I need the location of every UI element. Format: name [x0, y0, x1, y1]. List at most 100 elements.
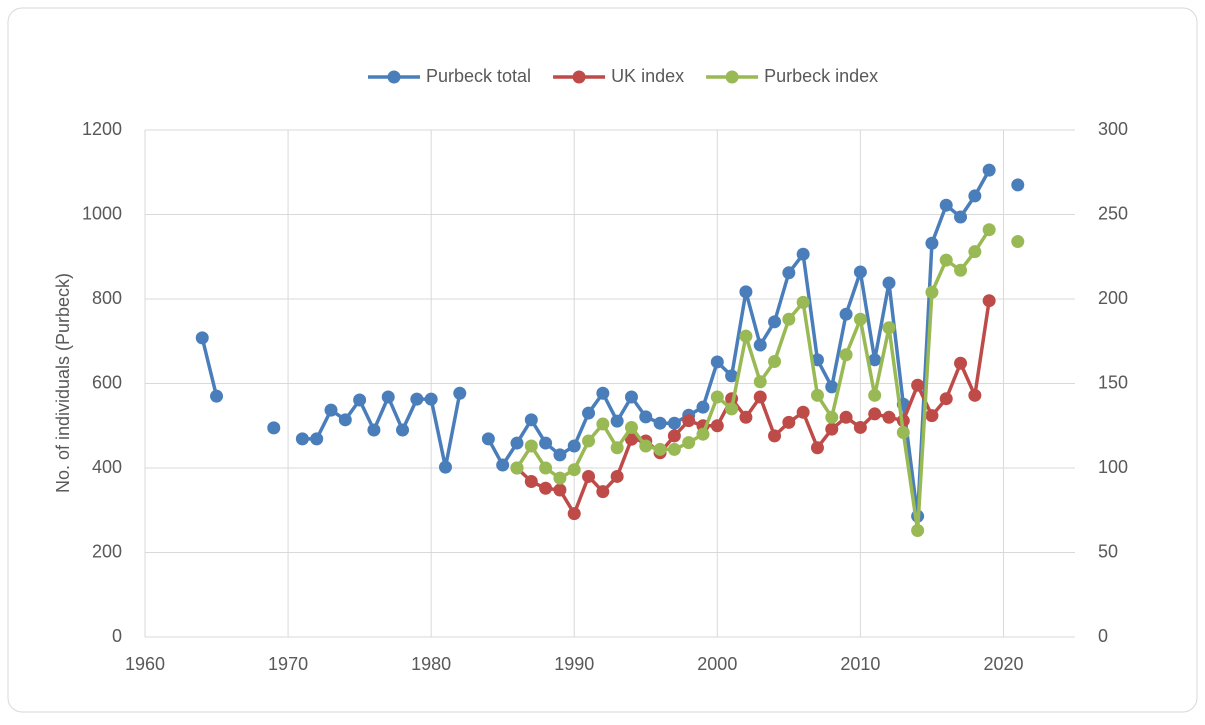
data-point [853, 265, 867, 279]
data-point [968, 245, 982, 259]
data-point [624, 390, 638, 404]
y2-tick-label: 250 [1098, 203, 1128, 223]
data-point [424, 392, 438, 406]
y-tick-label: 600 [92, 372, 122, 392]
data-point [882, 276, 896, 290]
data-point [396, 423, 410, 437]
data-point [553, 448, 567, 462]
x-tick-label: 1990 [554, 654, 594, 674]
data-point [1011, 235, 1025, 249]
y2-tick-label: 100 [1098, 457, 1128, 477]
data-point [753, 375, 767, 389]
data-point [868, 353, 882, 367]
data-point [524, 413, 538, 427]
data-point [582, 406, 596, 420]
x-tick-label: 2020 [983, 654, 1023, 674]
data-point [295, 432, 309, 446]
data-point [796, 405, 810, 419]
data-point [653, 416, 667, 430]
x-tick-label: 2000 [697, 654, 737, 674]
data-point [567, 439, 581, 453]
data-point [739, 285, 753, 299]
y-tick-label: 0 [112, 626, 122, 646]
data-point [868, 407, 882, 421]
data-point [954, 263, 968, 277]
data-point [982, 223, 996, 237]
data-point [796, 295, 810, 309]
y-tick-label: 400 [92, 457, 122, 477]
data-point [596, 417, 610, 431]
data-point [739, 329, 753, 343]
data-point [882, 410, 896, 424]
data-point [453, 386, 467, 400]
y-tick-label: 1000 [82, 203, 122, 223]
legend-label: UK index [611, 66, 684, 86]
y-tick-label: 200 [92, 541, 122, 561]
y2-tick-label: 50 [1098, 541, 1118, 561]
data-point [710, 419, 724, 433]
series-line [515, 228, 991, 533]
data-point [925, 409, 939, 423]
data-point [954, 210, 968, 224]
data-point [582, 434, 596, 448]
data-point [682, 436, 696, 450]
data-point [553, 483, 567, 497]
data-point [768, 355, 782, 369]
data-point [868, 388, 882, 402]
data-point [524, 439, 538, 453]
series-line [515, 300, 991, 516]
data-point [968, 388, 982, 402]
data-point [710, 390, 724, 404]
data-point [195, 331, 209, 345]
y-axis-label: No. of individuals (Purbeck) [53, 273, 73, 493]
data-point [510, 461, 524, 475]
data-point [911, 378, 925, 392]
data-point [782, 312, 796, 326]
data-point [768, 429, 782, 443]
x-tick-label: 1960 [125, 654, 165, 674]
data-point [753, 390, 767, 404]
series-line [200, 337, 219, 397]
data-point [353, 393, 367, 407]
data-point [725, 369, 739, 383]
data-point [825, 422, 839, 436]
data-point [567, 507, 581, 521]
data-point [939, 253, 953, 267]
y2-tick-label: 300 [1098, 119, 1128, 139]
data-point [624, 420, 638, 434]
data-point [968, 189, 982, 203]
data-point [667, 442, 681, 456]
data-point [539, 481, 553, 495]
data-point [338, 413, 352, 427]
x-tick-label: 1970 [268, 654, 308, 674]
data-point [310, 432, 324, 446]
data-point [853, 420, 867, 434]
data-point [539, 436, 553, 450]
data-point [725, 402, 739, 416]
y2-tick-label: 150 [1098, 372, 1128, 392]
data-point [610, 469, 624, 483]
data-point [667, 429, 681, 443]
data-point [438, 460, 452, 474]
data-point [839, 307, 853, 321]
data-point [667, 416, 681, 430]
data-point [567, 463, 581, 477]
data-point [596, 485, 610, 499]
y-tick-label: 800 [92, 288, 122, 308]
legend-marker [387, 70, 401, 84]
y-tick-label: 1200 [82, 119, 122, 139]
data-point [210, 389, 224, 403]
data-point [539, 461, 553, 475]
data-point [639, 439, 653, 453]
data-point [610, 441, 624, 455]
data-point [367, 423, 381, 437]
data-point [381, 390, 395, 404]
data-point [939, 198, 953, 212]
data-point [267, 421, 281, 435]
legend-marker [572, 70, 586, 84]
data-point [582, 469, 596, 483]
data-point [782, 266, 796, 280]
data-point [524, 475, 538, 489]
data-point [925, 236, 939, 250]
